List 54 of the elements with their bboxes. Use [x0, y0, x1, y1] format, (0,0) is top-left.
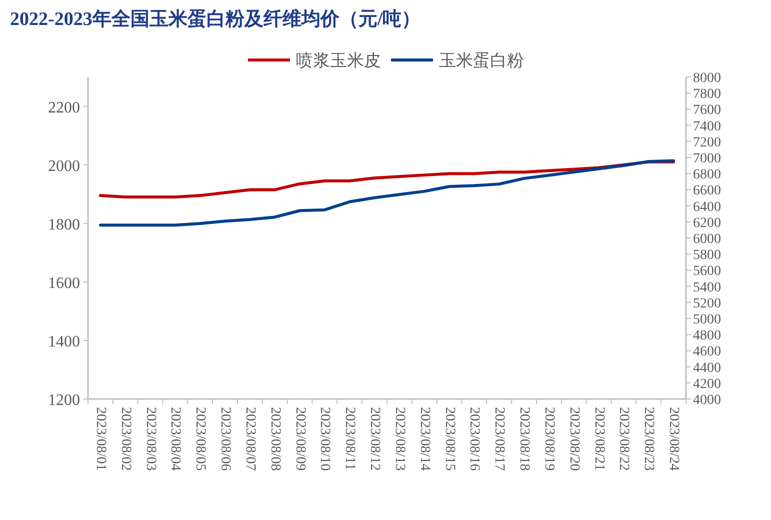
y2-tick-label: 4200	[693, 376, 721, 392]
x-tick-label: 2023/08/19	[541, 407, 556, 471]
x-tick-label: 2023/08/15	[442, 407, 457, 471]
legend-label: 喷浆玉米皮	[296, 51, 381, 70]
y-tick-label: 1600	[48, 274, 80, 292]
y2-tick-label: 4400	[693, 360, 721, 376]
y-tick-label: 1800	[48, 216, 80, 234]
x-tick-label: 2023/08/11	[342, 407, 358, 470]
x-tick-label: 2023/08/07	[242, 407, 258, 471]
x-tick-label: 2023/08/16	[466, 407, 482, 471]
y-tick-label: 2000	[48, 158, 80, 175]
x-tick-label: 2023/08/05	[192, 407, 208, 471]
y2-tick-label: 5000	[693, 312, 721, 328]
legend-label: 玉米蛋白粉	[439, 51, 524, 70]
y2-tick-label: 7400	[693, 119, 721, 134]
y-tick-label: 2200	[48, 99, 80, 116]
chart-title: 2022-2023年全国玉米蛋白粉及纤维均价（元/吨）	[10, 8, 421, 30]
y2-tick-label: 7800	[693, 87, 721, 102]
x-tick-label: 2023/08/14	[416, 407, 432, 471]
x-tick-label: 2023/08/04	[168, 407, 183, 471]
y2-tick-label: 6200	[693, 216, 721, 231]
y2-tick-label: 5800	[693, 248, 721, 264]
y2-tick-label: 4000	[693, 393, 721, 408]
x-tick-label: 2023/08/23	[641, 407, 656, 471]
y2-tick-label: 5400	[693, 280, 721, 296]
y-tick-label: 1200	[48, 392, 80, 409]
x-tick-label: 2023/08/21	[591, 407, 606, 471]
y2-tick-label: 7200	[693, 135, 721, 150]
x-tick-label: 2023/08/17	[492, 407, 507, 471]
y2-tick-label: 7000	[693, 152, 721, 166]
y-tick-label: 1400	[48, 333, 80, 350]
x-tick-label: 2023/08/09	[292, 407, 308, 471]
y2-tick-label: 6600	[693, 184, 721, 199]
x-tick-label: 2023/08/10	[317, 407, 332, 471]
x-tick-label: 2023/08/13	[392, 407, 407, 471]
y2-tick-label: 4600	[693, 344, 721, 360]
x-tick-label: 2023/08/03	[142, 407, 158, 471]
x-tick-label: 2023/08/02	[118, 407, 133, 471]
x-tick-label: 2023/08/18	[516, 407, 532, 471]
y2-tick-label: 5200	[693, 296, 721, 312]
x-tick-label: 2023/08/01	[92, 407, 108, 471]
y2-tick-label: 6400	[693, 200, 721, 215]
y2-tick-label: 6000	[693, 232, 721, 247]
x-tick-label: 2023/08/06	[218, 407, 233, 471]
x-tick-label: 2023/08/08	[267, 407, 282, 471]
y2-tick-label: 8000	[693, 71, 721, 86]
x-tick-label: 2023/08/12	[367, 407, 382, 471]
x-tick-label: 2023/08/24	[666, 407, 682, 471]
y2-tick-label: 7600	[693, 103, 721, 118]
x-tick-label: 2023/08/22	[616, 407, 632, 471]
y2-tick-label: 6800	[693, 168, 721, 183]
y2-tick-label: 4800	[693, 328, 721, 344]
y2-tick-label: 5600	[693, 264, 721, 280]
x-tick-label: 2023/08/20	[566, 407, 582, 471]
